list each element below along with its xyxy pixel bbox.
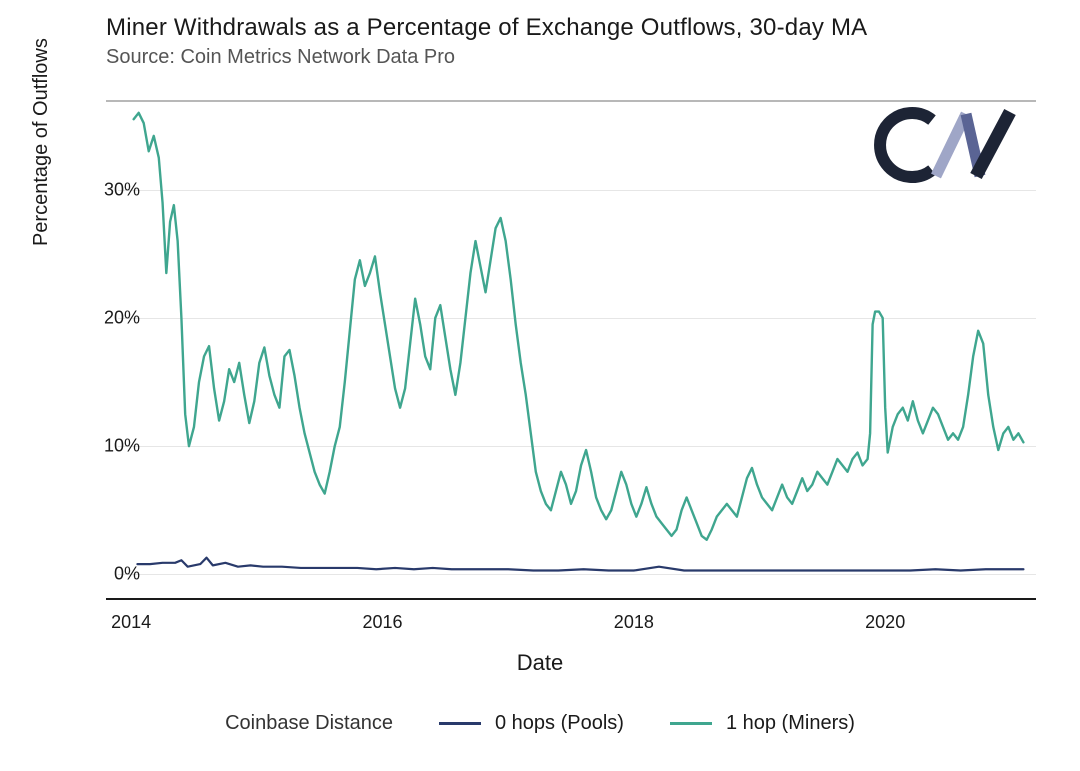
legend: Coinbase Distance 0 hops (Pools) 1 hop (… bbox=[0, 712, 1080, 735]
title-block: Miner Withdrawals as a Percentage of Exc… bbox=[106, 14, 867, 69]
y-tick-label: 30% bbox=[104, 179, 140, 200]
x-tick-label: 2016 bbox=[362, 612, 402, 633]
chart-container: Miner Withdrawals as a Percentage of Exc… bbox=[0, 0, 1080, 771]
legend-swatch-miners bbox=[670, 722, 712, 725]
x-tick-label: 2018 bbox=[614, 612, 654, 633]
x-axis-label: Date bbox=[0, 650, 1080, 676]
chart-subtitle: Source: Coin Metrics Network Data Pro bbox=[106, 46, 867, 69]
x-tick-label: 2014 bbox=[111, 612, 151, 633]
chart-title: Miner Withdrawals as a Percentage of Exc… bbox=[106, 14, 867, 42]
x-tick-label: 2020 bbox=[865, 612, 905, 633]
y-tick-label: 10% bbox=[104, 436, 140, 457]
y-tick-label: 20% bbox=[104, 307, 140, 328]
series-line bbox=[137, 558, 1023, 571]
legend-item-miners: 1 hop (Miners) bbox=[670, 712, 855, 735]
legend-title: Coinbase Distance bbox=[225, 712, 393, 735]
y-axis-label: Percentage of Outflows bbox=[30, 38, 53, 246]
y-tick-label: 0% bbox=[114, 564, 140, 585]
coinmetrics-logo bbox=[870, 106, 1020, 189]
legend-item-pools: 0 hops (Pools) bbox=[439, 712, 624, 735]
legend-label-pools: 0 hops (Pools) bbox=[495, 712, 624, 735]
legend-swatch-pools bbox=[439, 722, 481, 725]
legend-label-miners: 1 hop (Miners) bbox=[726, 712, 855, 735]
